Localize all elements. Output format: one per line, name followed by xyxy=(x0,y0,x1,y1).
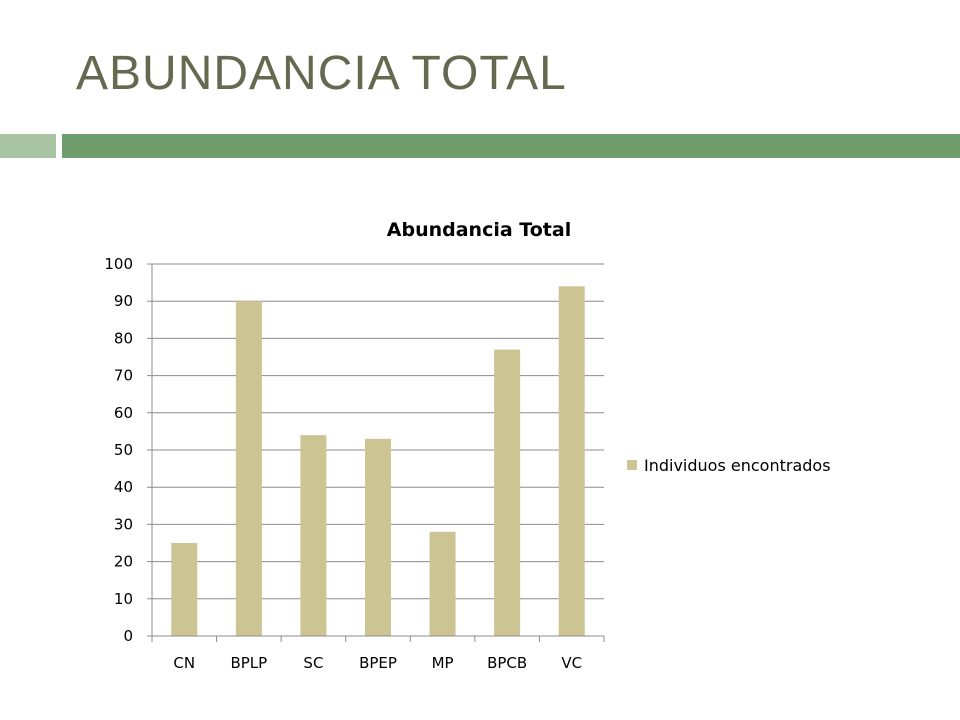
y-tick-label: 0 xyxy=(123,627,133,645)
x-tick-label: BPEP xyxy=(359,654,397,672)
bar xyxy=(300,435,327,636)
x-tick-label: BPCB xyxy=(487,654,527,672)
legend-label: Individuos encontrados xyxy=(644,456,831,475)
bar xyxy=(494,349,521,636)
y-tick-label: 40 xyxy=(114,478,133,496)
x-tick-label: BPLP xyxy=(230,654,267,672)
bar xyxy=(429,531,456,636)
header-accent-bar-right xyxy=(62,134,960,158)
axes: 0 10 20 30 40 50 60 70 80 90 100 CN BPLP SC BPEP MP BPCB… xyxy=(104,255,605,672)
bar xyxy=(365,438,391,636)
bars xyxy=(171,286,585,636)
y-tick-label: 70 xyxy=(114,367,133,385)
y-tick-label: 100 xyxy=(104,255,133,273)
x-tick-label: SC xyxy=(303,654,323,672)
x-tick-label: MP xyxy=(432,654,454,672)
y-tick-label: 90 xyxy=(114,292,133,310)
x-tick-label: CN xyxy=(173,654,195,672)
bar xyxy=(171,543,198,636)
chart-title: Abundancia Total xyxy=(387,219,571,241)
header-accent-bar-left xyxy=(0,134,56,158)
legend-swatch xyxy=(627,460,637,470)
y-tick-label: 60 xyxy=(114,404,133,422)
slide-title: ABUNDANCIA TOTAL xyxy=(76,47,567,100)
y-tick-label: 30 xyxy=(114,515,133,533)
y-tick-label: 50 xyxy=(114,441,133,459)
bar xyxy=(235,301,262,636)
x-tick-label: VC xyxy=(561,654,582,672)
y-tick-label: 20 xyxy=(114,553,133,571)
legend: Individuos encontrados xyxy=(627,456,831,475)
y-tick-label: 80 xyxy=(114,329,133,347)
bar xyxy=(558,286,585,636)
y-tick-label: 10 xyxy=(114,590,133,608)
